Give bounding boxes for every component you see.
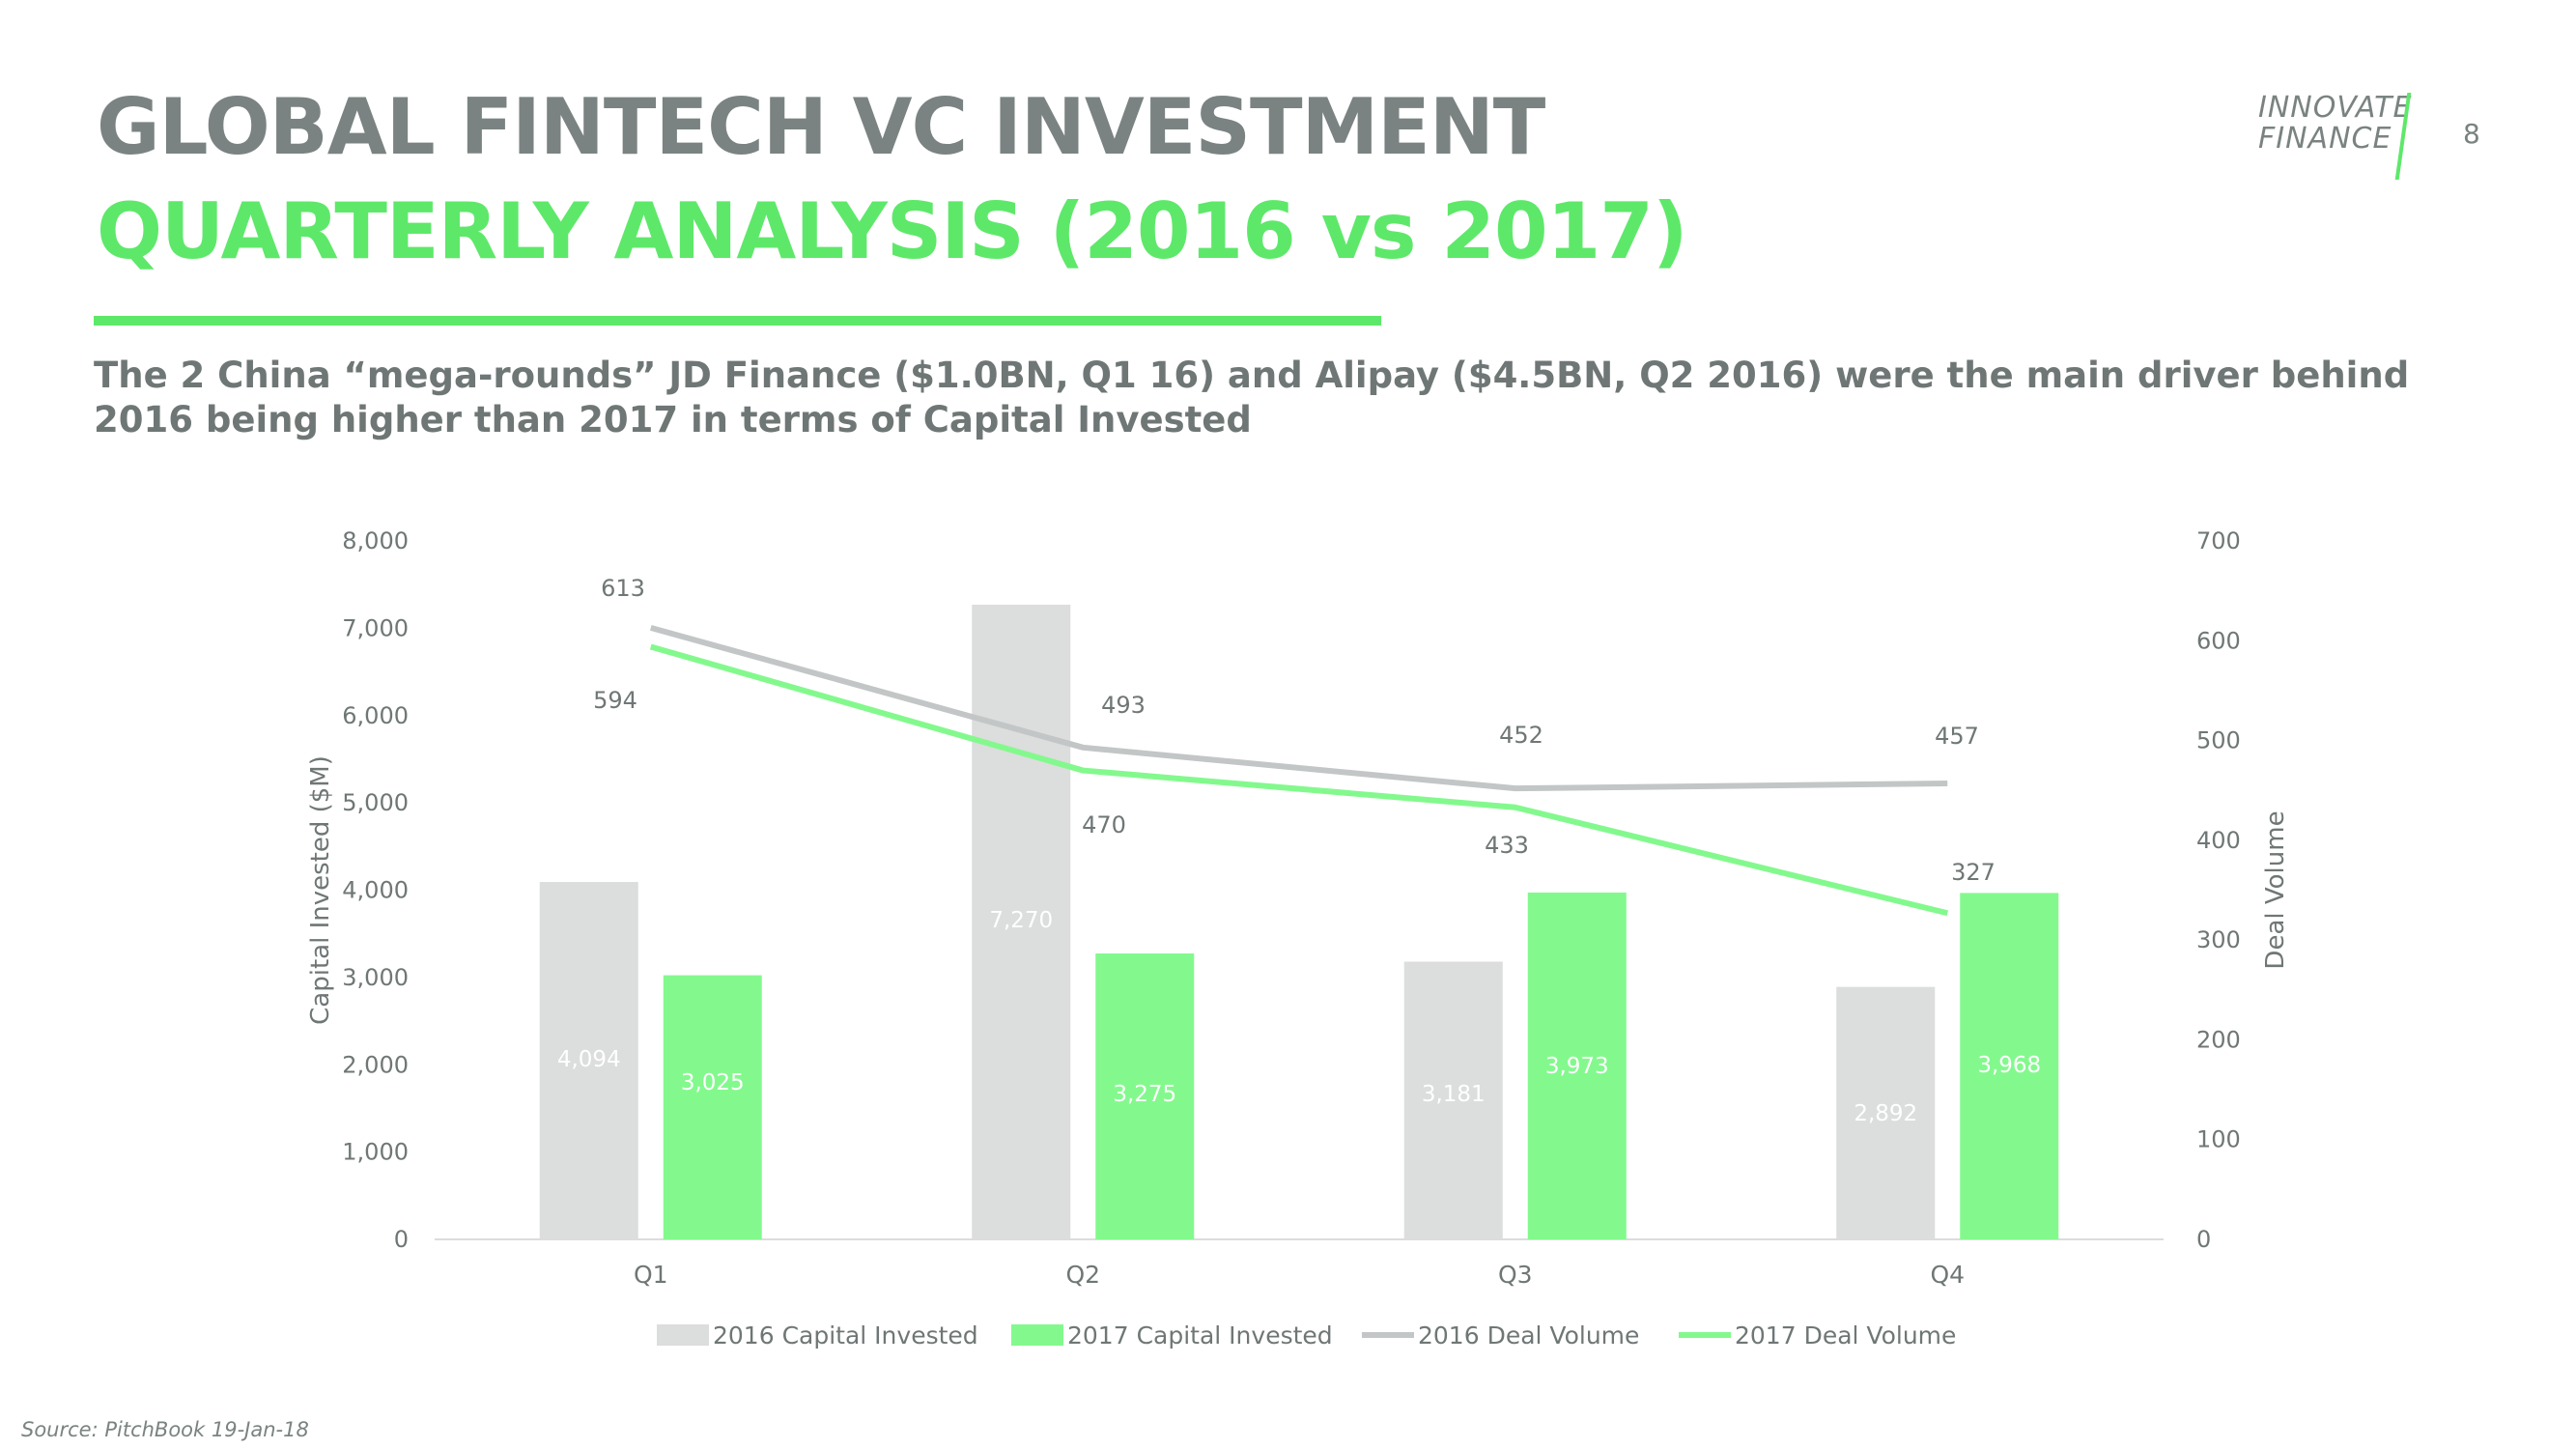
y-tick-label: 3,000 (342, 964, 409, 991)
bar-2017-capital-invested-q2 (1095, 953, 1195, 1239)
y2-tick-label: 300 (2196, 926, 2241, 953)
bar-2017-capital-invested-q4 (1960, 893, 2059, 1239)
bar-2017-capital-invested-q3 (1527, 892, 1627, 1239)
page-description: The 2 China “mega-rounds” JD Finance ($1… (94, 355, 2410, 440)
logo-text-line2: FINANCE (2258, 122, 2392, 156)
line-data-label: 470 (1082, 811, 1126, 838)
y-tick-label: 0 (394, 1226, 409, 1253)
bar-data-label: 3,025 (681, 1070, 745, 1095)
y-tick-label: 6,000 (342, 702, 409, 729)
line-2017-deal-volume (649, 643, 1948, 917)
bar-2017-capital-invested-q1 (663, 975, 762, 1239)
page-number: 8 (2463, 118, 2480, 150)
source-note: Source: PitchBook 19-Jan-18 (21, 1418, 309, 1441)
bar-data-label: 7,270 (989, 908, 1053, 933)
x-tick-label: Q4 (1930, 1261, 1965, 1289)
line-2016-deal-volume (649, 624, 1948, 792)
y-tick-label: 8,000 (342, 527, 409, 554)
innovate-finance-logo: INNOVATE FINANCE (2258, 93, 2413, 182)
page-subtitle-heading: QUARTERLY ANALYSIS (2016 vs 2017) (97, 186, 1688, 276)
bar-data-label: 3,275 (1113, 1082, 1176, 1107)
y2-tick-label: 600 (2196, 627, 2241, 654)
page-title: GLOBAL FINTECH VC INVESTMENT (97, 82, 1545, 172)
y-tick-label: 1,000 (342, 1139, 409, 1166)
bar-2016-capital-invested-q3 (1403, 961, 1503, 1239)
line-data-label: 594 (593, 687, 637, 714)
line-data-label: 493 (1101, 692, 1146, 719)
bar-data-label: 4,094 (557, 1047, 621, 1072)
y2-tick-label: 0 (2196, 1226, 2211, 1253)
x-tick-label: Q2 (1065, 1261, 1100, 1289)
bar-2016-capital-invested-q2 (972, 604, 1071, 1239)
line-data-label: 433 (1485, 832, 1529, 859)
y2-tick-label: 200 (2196, 1026, 2241, 1053)
legend-swatch (657, 1324, 709, 1346)
bar-2016-capital-invested-q1 (539, 882, 638, 1239)
line-data-label: 452 (1499, 722, 1543, 749)
line-data-label: 613 (601, 575, 645, 602)
line-data-label: 327 (1951, 859, 1996, 886)
bar-data-label: 3,181 (1422, 1082, 1486, 1107)
legend-label: 2017 Capital Invested (1067, 1321, 1333, 1350)
logo-text-line1: INNOVATE (2258, 91, 2413, 125)
y-tick-label: 5,000 (342, 789, 409, 816)
legend-label: 2017 Deal Volume (1735, 1321, 1956, 1350)
x-tick-label: Q1 (634, 1261, 668, 1289)
y-axis-title: Capital Invested ($M) (306, 755, 335, 1025)
x-tick-label: Q3 (1498, 1261, 1533, 1289)
bar-2016-capital-invested-q4 (1836, 986, 1936, 1239)
y-tick-label: 4,000 (342, 877, 409, 904)
y2-axis-title: Deal Volume (2261, 810, 2290, 969)
legend-label: 2016 Capital Invested (713, 1321, 978, 1350)
y-tick-label: 7,000 (342, 614, 409, 641)
y-tick-label: 2,000 (342, 1051, 409, 1078)
legend-swatch (1011, 1324, 1063, 1346)
y2-tick-label: 500 (2196, 727, 2241, 754)
bar-data-label: 2,892 (1854, 1101, 1917, 1126)
line-data-label: 457 (1935, 723, 1979, 750)
bar-data-label: 3,968 (1977, 1053, 2041, 1078)
y2-tick-label: 100 (2196, 1126, 2241, 1153)
legend-label: 2016 Deal Volume (1418, 1321, 1639, 1350)
y2-tick-label: 400 (2196, 827, 2241, 854)
bar-data-label: 3,973 (1545, 1054, 1609, 1079)
y2-tick-label: 700 (2196, 527, 2241, 554)
title-underline (94, 316, 1381, 326)
